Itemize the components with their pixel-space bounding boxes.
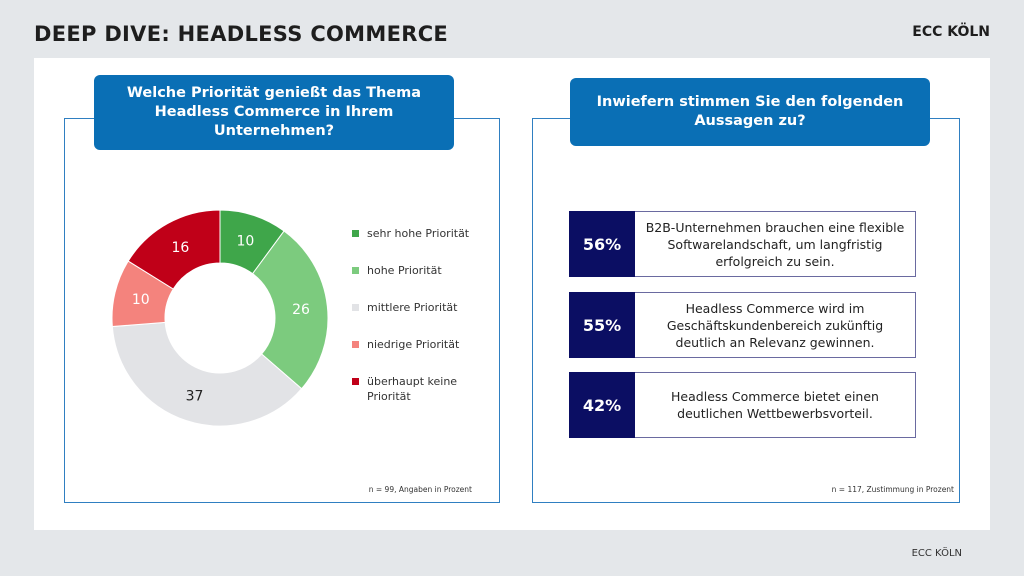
brand-logo-top: ECC KÖLN <box>912 24 990 40</box>
statement-percentage: 42% <box>569 372 635 438</box>
donut-data-label: 37 <box>186 388 204 404</box>
right-footnote: n = 117, Zustimmung in Prozent <box>831 485 954 494</box>
donut-data-label: 10 <box>237 234 255 250</box>
priority-donut-chart: 10 26 37 10 16 <box>111 209 329 427</box>
legend-swatch <box>352 341 359 348</box>
donut-slice <box>251 230 329 390</box>
statement-row-1: 56% B2B-Unternehmen brauchen eine flexib… <box>569 211 916 277</box>
legend-label: sehr hohe Priorität <box>367 227 470 240</box>
legend-swatch <box>352 267 359 274</box>
donut-slice <box>111 321 303 427</box>
brand-logo-bottom: ECC KÖLN <box>911 548 962 559</box>
donut-data-label: 26 <box>292 302 310 318</box>
donut-slice <box>127 209 221 290</box>
statement-percentage: 56% <box>569 211 635 277</box>
statement-row-2: 55% Headless Commerce wird im Geschäftsk… <box>569 292 916 358</box>
right-question-box: Inwiefern stimmen Sie den folgenden Auss… <box>570 78 930 146</box>
legend-item: überhaupt keine Priorität <box>352 374 482 404</box>
statement-text: Headless Commerce bietet einen deutliche… <box>635 372 916 438</box>
legend-label: mittlere Priorität <box>367 301 458 314</box>
donut-data-label: 10 <box>132 292 150 308</box>
donut-data-label: 16 <box>171 240 189 256</box>
legend-label: niedrige Priorität <box>367 338 460 351</box>
statement-percentage: 55% <box>569 292 635 358</box>
legend-item: sehr hohe Priorität <box>352 226 482 241</box>
legend-item: mittlere Priorität <box>352 300 482 315</box>
statement-row-3: 42% Headless Commerce bietet einen deutl… <box>569 372 916 438</box>
left-question-box: Welche Priorität genießt das Thema Headl… <box>94 75 454 150</box>
legend-label: hohe Priorität <box>367 264 442 277</box>
legend-swatch <box>352 378 359 385</box>
legend-swatch <box>352 230 359 237</box>
left-footnote: n = 99, Angaben in Prozent <box>368 485 472 494</box>
statement-text: Headless Commerce wird im Geschäftskunde… <box>635 292 916 358</box>
legend-label: überhaupt keine Priorität <box>367 375 458 403</box>
page-title: DEEP DIVE: HEADLESS COMMERCE <box>34 22 449 46</box>
slide-content: Welche Priorität genießt das Thema Headl… <box>34 58 990 530</box>
legend-swatch <box>352 304 359 311</box>
statement-text: B2B-Unternehmen brauchen eine flexible S… <box>635 211 916 277</box>
legend-item: hohe Priorität <box>352 263 482 278</box>
legend-item: niedrige Priorität <box>352 337 482 352</box>
